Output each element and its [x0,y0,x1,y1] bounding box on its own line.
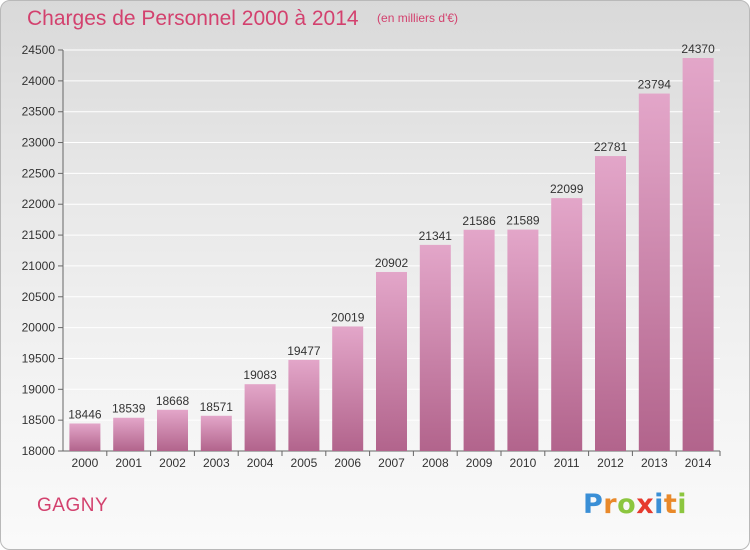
bar [244,384,276,451]
bar [157,409,188,451]
value-label: 19083 [243,368,277,382]
value-label: 20902 [375,256,409,270]
chart-subtitle: (en milliers d'€) [377,11,459,25]
value-label: 24370 [681,42,715,56]
x-tick-label: 2013 [641,456,668,470]
x-tick-label: 2006 [334,456,361,470]
logo-letter: x [636,489,655,520]
y-tick-label: 22000 [22,197,56,211]
logo-letter: t [663,489,678,520]
y-tick-label: 23500 [22,105,56,119]
x-tick-label: 2010 [510,456,537,470]
y-tick-label: 18500 [22,413,56,427]
logo-letter: r [603,489,618,520]
x-tick-label: 2011 [554,456,580,470]
value-label: 21589 [506,214,540,228]
city-name: GAGNY [37,495,109,516]
value-label: 20019 [331,310,365,324]
logo-letter: o [617,489,637,520]
bar [419,244,451,451]
value-label: 21586 [462,214,496,228]
x-tick-label: 2014 [685,456,712,470]
bar [332,326,364,451]
y-tick-label: 20000 [22,321,56,335]
value-label: 18446 [68,407,102,421]
x-tick-label: 2012 [597,456,624,470]
x-tick-label: 2004 [247,456,274,470]
bar [463,229,495,451]
value-label: 19477 [287,344,321,358]
x-tick-label: 2009 [466,456,493,470]
y-tick-label: 20500 [22,290,56,304]
bar [595,156,626,451]
x-tick-label: 2000 [72,456,99,470]
y-tick-label: 23000 [22,136,56,150]
y-tick-label: 19500 [22,351,56,365]
bar [69,423,101,451]
bar [551,198,583,451]
y-tick-label: 22500 [22,166,56,180]
x-tick-label: 2007 [378,456,405,470]
bar [113,417,145,451]
bar [288,359,320,451]
x-tick-label: 2002 [159,456,186,470]
bar [682,58,714,452]
bar [638,93,670,451]
value-label: 22099 [550,182,584,196]
logo-letter: i [654,489,664,520]
value-label: 23794 [638,78,672,92]
y-tick-label: 24500 [22,43,56,57]
value-label: 21341 [419,229,453,243]
y-tick-label: 24000 [22,74,56,88]
value-label: 22781 [594,140,628,154]
proxiti-logo: Proxiti [583,489,687,520]
y-tick-label: 21500 [22,228,56,242]
value-label: 18539 [112,402,146,416]
bar [507,229,539,451]
y-tick-label: 19000 [22,382,56,396]
logo-letter: P [583,489,604,520]
chart-title: Charges de Personnel 2000 à 2014 [27,7,359,30]
value-label: 18668 [156,394,190,408]
y-tick-label: 21000 [22,259,56,273]
logo-letter: i [677,489,688,520]
x-tick-label: 2003 [203,456,230,470]
x-tick-label: 2001 [115,456,142,470]
bar [376,271,407,451]
x-tick-label: 2008 [422,456,449,470]
value-label: 18571 [200,400,234,414]
chart-title-block: Charges de Personnel 2000 à 2014 (en mil… [27,7,458,31]
y-tick-label: 18000 [22,444,56,458]
bar [200,415,232,451]
x-tick-label: 2005 [291,456,318,470]
